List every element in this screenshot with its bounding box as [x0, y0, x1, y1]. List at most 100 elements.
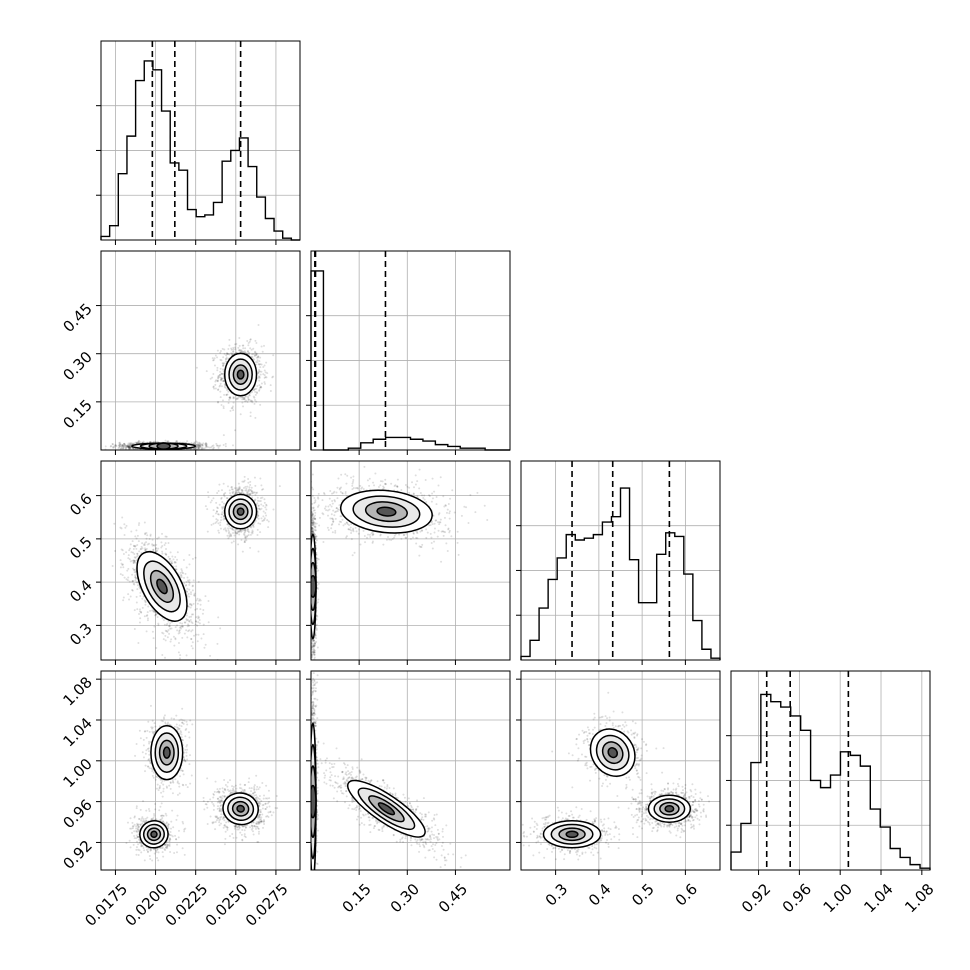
sample-point	[98, 446, 100, 448]
sample-point	[239, 350, 242, 353]
sample-point	[217, 376, 220, 379]
sample-point	[224, 830, 227, 833]
sample-point	[128, 445, 131, 448]
sample-point	[152, 549, 155, 552]
sample-point	[128, 445, 131, 448]
sample-point	[166, 636, 169, 639]
sample-point	[143, 544, 146, 547]
sample-point	[227, 390, 230, 393]
sample-point	[138, 621, 141, 624]
sample-point	[257, 324, 260, 327]
sample-point	[121, 549, 124, 552]
sample-point	[204, 446, 207, 449]
sample-point	[171, 562, 174, 565]
sample-point	[190, 621, 193, 624]
sample-point	[156, 537, 159, 540]
sample-point	[137, 450, 139, 452]
sample-point	[232, 348, 235, 351]
sample-point	[212, 447, 215, 450]
sample-point	[241, 344, 244, 347]
sample-point	[204, 505, 207, 508]
sample-point	[230, 407, 233, 410]
sample-point	[222, 514, 225, 517]
sample-point	[196, 624, 199, 627]
sample-point	[242, 480, 245, 483]
sample-point	[193, 441, 196, 444]
sample-point	[188, 595, 191, 598]
sample-point	[237, 530, 240, 533]
sample-point	[255, 352, 258, 355]
sample-point	[228, 525, 231, 528]
sample-point	[223, 794, 226, 797]
sample-point	[238, 344, 241, 347]
sample-point	[266, 797, 269, 800]
sample-point	[251, 524, 254, 527]
sample-point	[260, 345, 263, 348]
sample-point	[245, 395, 248, 398]
sample-point	[197, 633, 200, 636]
sample-point	[266, 372, 269, 375]
sample-point	[220, 516, 223, 519]
sample-point	[130, 530, 133, 533]
sample-point	[260, 363, 263, 366]
sample-point	[214, 521, 217, 524]
sample-point	[217, 375, 220, 378]
sample-point	[230, 535, 233, 538]
sample-point	[254, 796, 257, 799]
sample-point	[167, 542, 170, 545]
sample-point	[260, 818, 263, 821]
sample-point	[224, 442, 227, 445]
sample-point	[127, 445, 130, 448]
sample-point	[148, 450, 150, 452]
sample-point	[219, 382, 222, 385]
sample-point	[242, 350, 245, 353]
sample-point	[121, 574, 124, 577]
sample-point	[230, 541, 233, 544]
sample-point	[241, 488, 244, 491]
sample-point	[229, 397, 232, 400]
sample-point	[229, 533, 232, 536]
sample-point	[249, 483, 252, 486]
sample-point	[253, 358, 256, 361]
sample-point	[240, 491, 243, 494]
sample-point	[257, 504, 260, 507]
sample-point	[214, 354, 217, 357]
sample-point	[129, 543, 132, 546]
sample-point	[191, 557, 194, 560]
sample-point	[191, 450, 193, 452]
sample-point	[132, 447, 135, 450]
sample-point	[195, 443, 198, 446]
sample-point	[222, 506, 225, 509]
sample-point	[224, 358, 227, 361]
sample-point	[207, 496, 210, 499]
sample-point	[228, 353, 231, 356]
sample-point	[191, 584, 194, 587]
sample-point	[127, 447, 130, 450]
sample-point	[209, 501, 212, 504]
sample-point	[227, 532, 230, 535]
sample-point	[135, 441, 138, 444]
sample-point	[237, 490, 240, 493]
scatter-panel-0-3	[100, 670, 301, 871]
sample-point	[212, 497, 215, 500]
sample-point	[143, 542, 146, 545]
sample-point	[232, 791, 235, 794]
sample-point	[195, 444, 198, 447]
sample-point	[166, 622, 169, 625]
sample-point	[238, 533, 241, 536]
sample-point	[216, 444, 219, 447]
sample-point	[236, 826, 239, 829]
sample-point	[126, 444, 129, 447]
sample-point	[151, 609, 154, 612]
sample-point	[243, 540, 246, 543]
sample-point	[232, 532, 235, 535]
sample-point	[145, 615, 148, 618]
sample-point	[224, 491, 227, 494]
sample-point	[220, 404, 223, 407]
sample-point	[193, 442, 196, 445]
sample-point	[256, 361, 259, 364]
sample-point	[142, 595, 145, 598]
sample-point	[229, 396, 232, 399]
histogram-panel-1	[310, 250, 511, 451]
sample-point	[262, 373, 265, 376]
